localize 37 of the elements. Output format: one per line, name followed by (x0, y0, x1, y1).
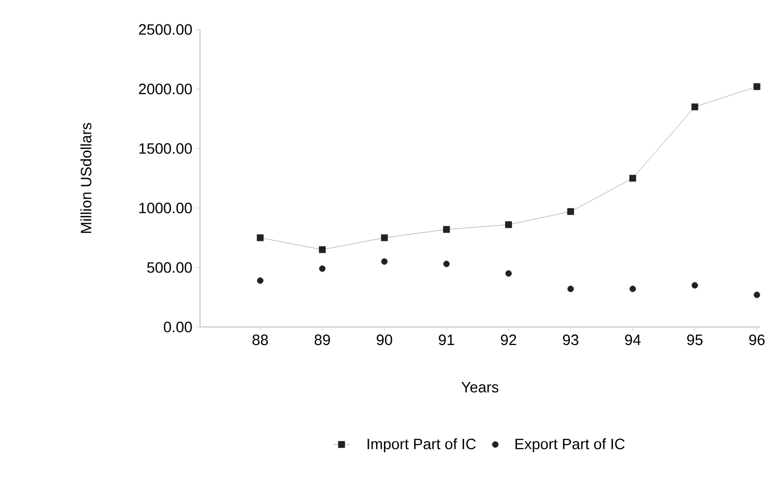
x-axis-title: Years (461, 382, 498, 392)
y-tick-label: 2000.00 (139, 84, 192, 94)
point (692, 282, 698, 289)
y-tick-label: 0.00 (164, 322, 192, 332)
point (257, 277, 264, 284)
legend-label: Import Part of IC (368, 438, 476, 452)
x-tick-label: 92 (500, 334, 516, 346)
point (505, 221, 512, 228)
x-tick-label: 91 (438, 334, 454, 346)
x-tick-label: 88 (252, 334, 268, 346)
y-tick-label: 1000.00 (139, 202, 192, 214)
x-tick-label: 93 (563, 334, 578, 346)
x-tick-label: 96 (749, 334, 765, 346)
point (380, 234, 388, 242)
point (630, 286, 636, 292)
point (629, 174, 636, 182)
point (753, 83, 760, 90)
point (443, 226, 450, 233)
y-tick-label: 500.00 (147, 262, 192, 273)
point (754, 292, 760, 298)
x-tick-label: 90 (376, 334, 392, 346)
x-tick-label: 94 (625, 334, 641, 346)
y-axis-title: Million USdollars (80, 122, 92, 233)
x-tick-label: 89 (314, 334, 330, 346)
point (256, 234, 264, 242)
point (381, 258, 388, 265)
point (319, 265, 326, 272)
legend-label: Export Part of IC (516, 438, 625, 452)
point (567, 286, 574, 292)
y-tick-label: 2500.00 (139, 24, 192, 35)
point (691, 103, 698, 110)
y-tick-label: 1500.00 (139, 143, 192, 154)
x-tick-label: 95 (687, 334, 703, 346)
point (505, 270, 512, 277)
point (443, 260, 450, 268)
point (318, 246, 326, 254)
point (567, 208, 574, 215)
